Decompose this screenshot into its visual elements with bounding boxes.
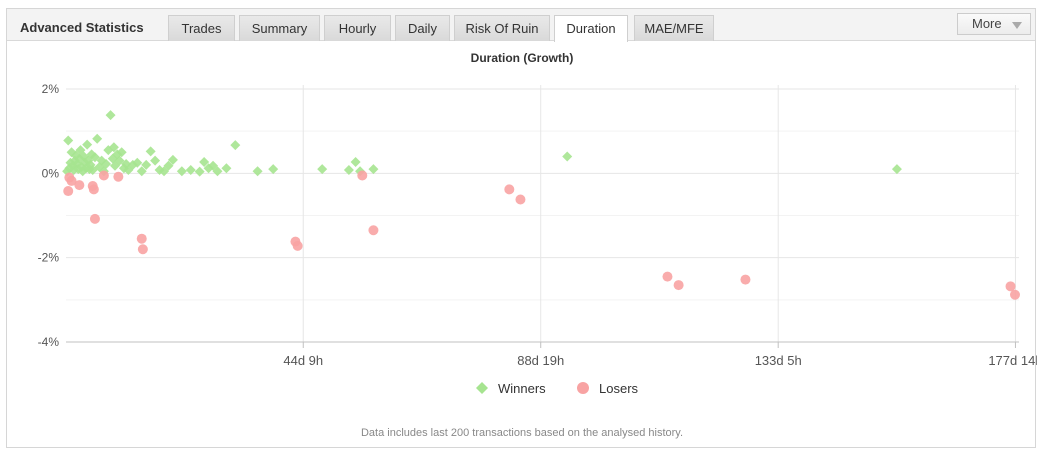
winner-point <box>89 152 100 163</box>
loser-point <box>515 194 526 205</box>
y-tick-label: -4% <box>38 335 60 349</box>
loser-point <box>673 280 684 291</box>
tab-mae-mfe[interactable]: MAE/MFE <box>634 15 714 41</box>
legend-winners-label: Winners <box>498 381 546 396</box>
loser-point <box>137 244 148 255</box>
loser-point <box>113 171 124 182</box>
loser-point <box>504 184 515 195</box>
x-tick-label: 88d 19h <box>517 353 564 368</box>
footnote: Data includes last 200 transactions base… <box>360 427 684 439</box>
legend-losers-marker <box>577 382 589 394</box>
loser-point <box>98 170 109 181</box>
chevron-down-icon <box>1012 22 1022 29</box>
tab-trades[interactable]: Trades <box>168 15 235 41</box>
loser-point <box>1010 289 1020 300</box>
winner-point <box>105 110 116 121</box>
winner-point <box>368 164 379 175</box>
loser-point <box>89 213 100 224</box>
y-tick-label: -2% <box>38 251 60 265</box>
x-tick-label: 44d 9h <box>283 353 323 368</box>
winner-point <box>118 163 129 174</box>
loser-point <box>88 184 99 195</box>
tab-risk-of-ruin[interactable]: Risk Of Ruin <box>454 15 550 41</box>
loser-point <box>63 186 74 197</box>
loser-point <box>66 175 77 186</box>
winner-point <box>350 156 361 167</box>
loser-point <box>662 271 673 282</box>
winner-point <box>150 155 161 166</box>
loser-point <box>1005 281 1016 292</box>
loser-point <box>74 180 85 191</box>
winner-point <box>108 142 119 153</box>
tab-summary[interactable]: Summary <box>239 15 320 41</box>
legend-losers-label: Losers <box>599 381 639 396</box>
winner-point <box>185 164 196 175</box>
winner-point <box>343 164 354 175</box>
chart-title: Duration (Growth) <box>470 51 574 65</box>
x-tick-label: 133d 5h <box>755 353 802 368</box>
winner-point <box>176 166 187 177</box>
winner-point <box>212 166 223 177</box>
winner-point <box>63 135 74 146</box>
winner-point <box>221 163 232 174</box>
winner-point <box>199 156 210 167</box>
loser-point <box>368 225 379 236</box>
x-tick-label: 177d 14h <box>988 353 1037 368</box>
y-tick-label: 0% <box>42 166 60 180</box>
winner-point <box>116 147 127 158</box>
winner-point <box>92 133 103 144</box>
winner-point <box>891 164 902 175</box>
more-button[interactable]: More <box>957 13 1031 35</box>
winner-point <box>194 166 205 177</box>
winner-point <box>141 159 152 170</box>
advanced-statistics-panel: Advanced Statistics Trades Summary Hourl… <box>6 8 1037 448</box>
winner-point <box>101 159 112 170</box>
winner-point <box>62 166 73 177</box>
winner-point <box>82 139 93 150</box>
tab-daily[interactable]: Daily <box>395 15 450 41</box>
winner-point <box>167 154 178 165</box>
duration-scatter-chart: 44d 9h 88d 19h 133d 5h 177d 14h 2% 0% -2% -4% Wi… <box>38 82 1037 396</box>
winner-point <box>132 157 143 168</box>
winner-point <box>252 166 263 177</box>
winner-point <box>268 164 279 175</box>
panel-title: Advanced Statistics <box>20 20 144 35</box>
winner-point <box>317 164 328 175</box>
more-button-label: More <box>972 16 1002 31</box>
tab-duration[interactable]: Duration <box>554 15 628 42</box>
loser-point <box>740 274 751 285</box>
winner-point <box>230 140 241 151</box>
winner-point <box>562 151 573 162</box>
winner-point <box>64 163 75 174</box>
y-tick-label: 2% <box>42 82 60 96</box>
winner-point <box>163 160 174 171</box>
loser-point <box>136 233 147 244</box>
loser-point <box>292 240 303 251</box>
winner-point <box>136 166 147 177</box>
loser-point <box>357 170 368 181</box>
winner-point <box>145 146 156 157</box>
panel-header: Advanced Statistics Trades Summary Hourl… <box>7 9 1035 42</box>
tab-hourly[interactable]: Hourly <box>324 15 391 41</box>
legend-winners-marker <box>476 382 488 394</box>
winner-point <box>114 155 125 166</box>
